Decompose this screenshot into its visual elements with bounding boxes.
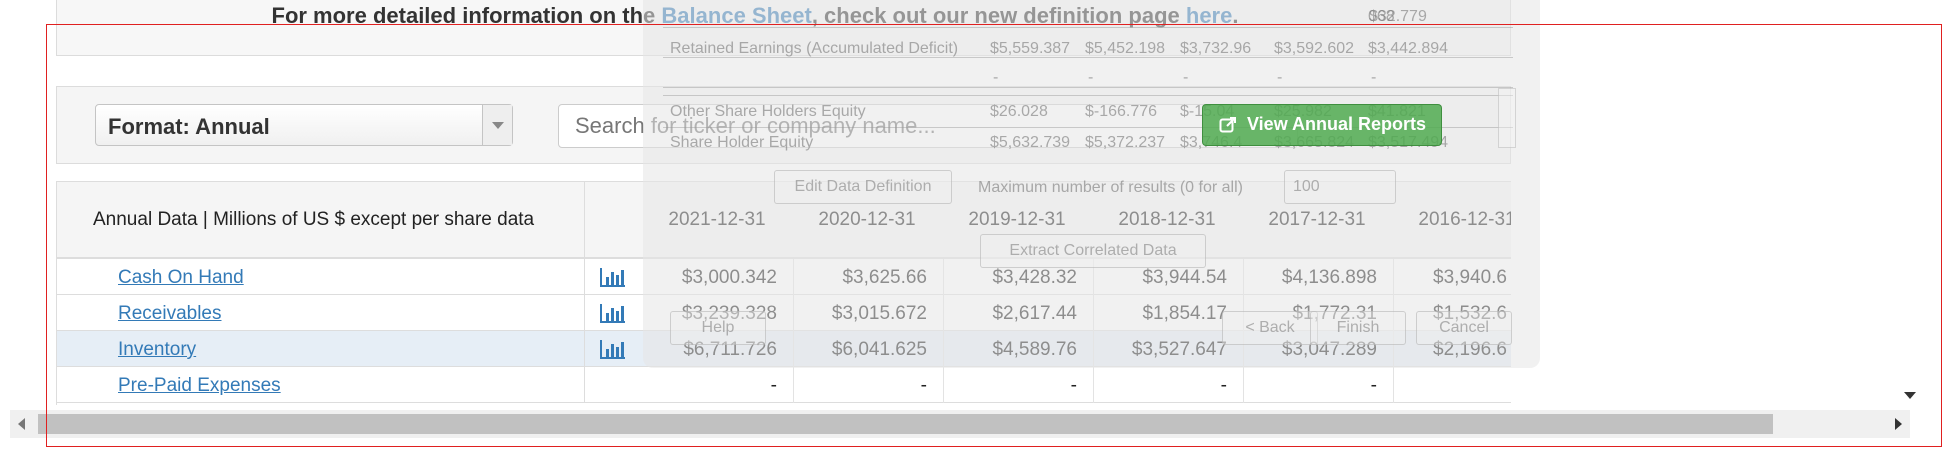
ghost-cell: $3,442.894 xyxy=(1368,40,1449,57)
ghost-cell: - xyxy=(1371,69,1377,86)
bar-chart-icon[interactable] xyxy=(599,338,627,360)
ghost-cell: $26.028 xyxy=(990,103,1048,120)
chevron-down-icon[interactable] xyxy=(482,105,512,145)
ghost-cell: $5,632.739 xyxy=(990,134,1071,151)
table-cell: - xyxy=(1220,375,1227,396)
help-button: Help xyxy=(670,311,766,345)
external-link-icon xyxy=(1219,117,1236,133)
view-annual-reports-label: View Annual Reports xyxy=(1247,114,1427,134)
ghost-divider xyxy=(663,27,1513,28)
row-label-link[interactable]: Receivables xyxy=(118,303,222,324)
row-label-link[interactable]: Pre-Paid Expenses xyxy=(118,375,281,396)
format-select-value: Format: Annual xyxy=(108,114,270,139)
ghost-cell: - xyxy=(1277,69,1283,86)
ghost-cell: $5,372.237 xyxy=(1085,134,1166,151)
extract-correlated-data-button: Extract Correlated Data xyxy=(980,234,1206,268)
ghost-divider xyxy=(663,95,1513,96)
cell-divider xyxy=(1393,367,1394,403)
view-annual-reports-button[interactable]: View Annual Reports xyxy=(1202,104,1442,146)
ghost-cell: $32.779 xyxy=(1369,8,1427,25)
background-dialog: 068 $32.779 Retained Earnings (Accumulat… xyxy=(643,0,1540,368)
ghost-cell: $3,732.96 xyxy=(1180,40,1252,57)
cell-divider xyxy=(793,367,794,403)
column-divider xyxy=(584,367,585,403)
column-divider xyxy=(584,182,585,260)
ghost-divider xyxy=(663,57,1513,58)
edit-data-definition-button: Edit Data Definition xyxy=(774,170,952,204)
column-divider xyxy=(584,295,585,331)
table-cell: - xyxy=(770,375,777,396)
ghost-cell: 068 xyxy=(1368,8,1395,25)
ghost-cell: $-166.776 xyxy=(1085,103,1158,120)
bar-chart-icon[interactable] xyxy=(599,266,627,288)
column-divider xyxy=(584,331,585,367)
row-label-link[interactable]: Cash On Hand xyxy=(118,267,244,288)
table-cell: - xyxy=(1070,375,1077,396)
ghost-row-label: Share Holder Equity xyxy=(670,134,814,151)
scroll-down-icon[interactable] xyxy=(1904,392,1916,399)
bar-chart-icon[interactable] xyxy=(599,302,627,324)
scroll-left-icon[interactable] xyxy=(18,418,25,430)
ghost-row-label: Retained Earnings (Accumulated Deficit) xyxy=(670,40,959,57)
ghost-scrollbar xyxy=(1498,88,1516,148)
notice-text: For more detailed information on the xyxy=(271,3,662,28)
ghost-cell: - xyxy=(993,69,999,86)
cell-divider xyxy=(943,367,944,403)
horizontal-scrollbar[interactable] xyxy=(10,410,1910,438)
cell-divider xyxy=(1243,367,1244,403)
ghost-cell: $5,452.198 xyxy=(1085,40,1166,57)
ghost-divider xyxy=(663,127,1513,128)
ghost-cell: $5,559.387 xyxy=(990,40,1071,57)
max-results-field: 100 xyxy=(1284,170,1396,204)
table-cell: - xyxy=(1370,375,1377,396)
table-cell: - xyxy=(920,375,927,396)
ghost-cell: $3,592.602 xyxy=(1274,40,1355,57)
format-select[interactable]: Format: Annual xyxy=(95,104,513,146)
ghost-cell: - xyxy=(1183,69,1189,86)
table-caption: Annual Data | Millions of US $ except pe… xyxy=(93,209,535,230)
scrollbar-thumb[interactable] xyxy=(38,414,1773,434)
scroll-right-icon[interactable] xyxy=(1895,418,1902,430)
ghost-row-label: Other Share Holders Equity xyxy=(670,103,866,120)
finish-button: Finish xyxy=(1310,311,1406,345)
cell-divider xyxy=(1093,367,1094,403)
ghost-divider xyxy=(663,87,1513,88)
max-results-label: Maximum number of results (0 for all) xyxy=(978,179,1243,196)
column-divider xyxy=(584,259,585,295)
table-row: Pre-Paid Expenses - - - - - xyxy=(57,367,1511,403)
ghost-cell: - xyxy=(1088,69,1094,86)
back-button: < Back xyxy=(1222,311,1318,345)
row-label-link[interactable]: Inventory xyxy=(118,339,197,360)
cancel-button: Cancel xyxy=(1416,311,1512,345)
